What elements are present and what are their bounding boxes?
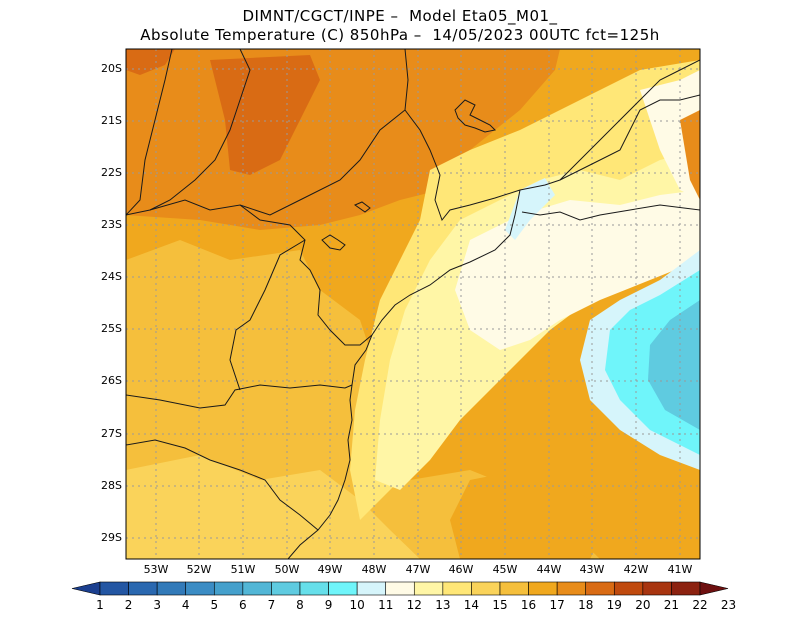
colorbar-tick-label: 10 <box>349 598 365 612</box>
colorbar-tick-label: 4 <box>181 598 190 612</box>
colorbar-swatch <box>213 581 244 596</box>
colorbar-swatch <box>671 581 701 596</box>
temperature-field <box>126 49 700 559</box>
colorbar-tick-label: 7 <box>267 598 276 612</box>
colorbar-tick-label: 19 <box>606 598 622 612</box>
lon-label: 46W <box>448 563 474 576</box>
map-title-line2: Absolute Temperature (C) 850hPa – 14/05/… <box>140 26 660 44</box>
colorbar-swatch <box>442 581 472 596</box>
colorbar-swatch <box>471 581 501 596</box>
lon-label: 48W <box>361 563 387 576</box>
lat-label: 24S <box>101 270 122 283</box>
colorbar-tick-label: 1 <box>96 598 104 612</box>
map-title-line1: DIMNT/CGCT/INPE – Model Eta05_M01_ <box>242 7 558 25</box>
colorbar-swatch <box>299 581 329 596</box>
colorbar-tick-label: 5 <box>210 598 219 612</box>
colorbar-swatch <box>99 581 129 596</box>
colorbar-tick-label: 21 <box>663 598 680 612</box>
colorbar-tick-label: 11 <box>378 598 394 612</box>
colorbar-tick-label: 23 <box>720 598 737 612</box>
lon-label: 41W <box>667 563 693 576</box>
colorbar-tick-label: 20 <box>635 598 651 612</box>
colorbar-tick-label: 3 <box>153 598 161 612</box>
lat-label: 26S <box>101 374 122 387</box>
colorbar-swatch <box>585 581 615 596</box>
lon-label: 52W <box>186 563 212 576</box>
colorbar-swatch <box>271 581 301 596</box>
colorbar-arrow-high <box>699 581 729 596</box>
colorbar-swatch <box>156 581 187 596</box>
colorbar-tick-label: 18 <box>578 598 594 612</box>
lat-label: 22S <box>101 166 122 179</box>
colorbar-tick-label: 14 <box>463 598 480 612</box>
lat-label: 21S <box>101 114 122 127</box>
colorbar-swatch <box>356 581 387 596</box>
colorbar-tick-label: 6 <box>239 598 247 612</box>
colorbar-swatch <box>556 581 587 596</box>
lon-label: 51W <box>230 563 256 576</box>
lon-label: 43W <box>579 563 605 576</box>
colorbar-arrow-low <box>71 581 101 596</box>
lat-label: 25S <box>101 322 122 335</box>
coastline-borders <box>126 49 700 559</box>
colorbar-swatch <box>242 581 272 596</box>
colorbar-swatch <box>642 581 672 596</box>
lon-label: 44W <box>536 563 562 576</box>
lat-label: 20S <box>101 62 122 75</box>
lat-label: 28S <box>101 479 122 492</box>
colorbar-tick-label: 15 <box>492 598 508 612</box>
colorbar-tick-label: 9 <box>324 598 333 612</box>
colorbar-swatch <box>328 581 358 596</box>
lat-label: 27S <box>101 427 122 440</box>
lon-label: 53W <box>143 563 169 576</box>
colorbar-tick-label: 12 <box>406 598 422 612</box>
colorbar-swatch <box>413 581 444 596</box>
colorbar-tick-label: 13 <box>435 598 451 612</box>
lon-label: 42W <box>623 563 649 576</box>
lon-label: 49W <box>317 563 343 576</box>
colorbar-tick-label: 16 <box>520 598 537 612</box>
lon-label: 47W <box>405 563 431 576</box>
colorbar-swatch <box>528 581 558 596</box>
colorbar-swatch <box>128 581 158 596</box>
lat-label: 29S <box>101 531 122 544</box>
colorbar-swatch <box>185 581 215 596</box>
colorbar-swatch <box>499 581 529 596</box>
colorbar-tick-label: 8 <box>296 598 304 612</box>
map-frame <box>125 48 701 560</box>
lat-label: 23S <box>101 218 122 231</box>
colorbar-swatch <box>613 581 644 596</box>
colorbar-swatch <box>385 581 415 596</box>
colorbar <box>71 581 729 596</box>
map-gridlines <box>126 49 700 559</box>
lon-label: 50W <box>274 563 300 576</box>
colorbar-tick-label: 2 <box>124 598 133 612</box>
colorbar-tick-label: 22 <box>692 598 708 612</box>
colorbar-tick-label: 17 <box>549 598 565 612</box>
lon-label: 45W <box>492 563 518 576</box>
